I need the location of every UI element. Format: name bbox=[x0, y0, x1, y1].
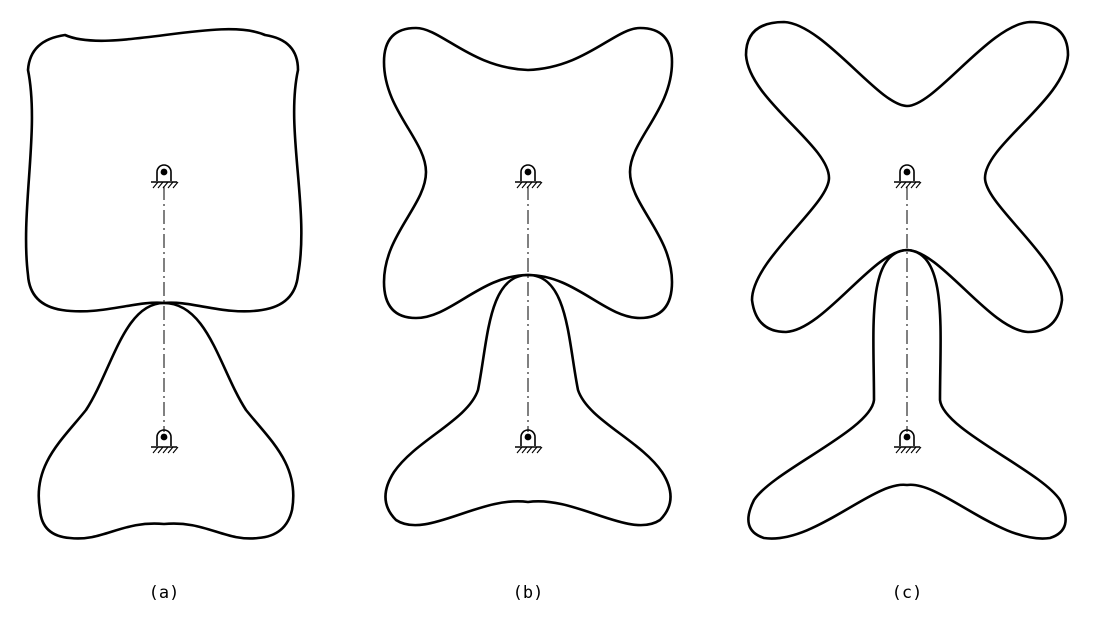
pivot-lower-a bbox=[151, 429, 179, 454]
lower-wheel-c bbox=[747, 248, 1067, 540]
panel-c: (c) bbox=[744, 20, 1070, 603]
lower-wheel-a bbox=[37, 301, 295, 540]
panel-label-a: (a) bbox=[149, 583, 180, 603]
panel-a: (a) bbox=[24, 27, 303, 603]
panel-label-c: (c) bbox=[892, 583, 923, 603]
upper-wheel-a bbox=[24, 27, 303, 313]
pivot-upper-b bbox=[515, 164, 543, 189]
panel-b: (b) bbox=[382, 26, 674, 603]
pivot-upper-a bbox=[151, 164, 179, 189]
pivot-lower-b bbox=[515, 429, 543, 454]
pivot-upper-c bbox=[894, 164, 922, 189]
panel-label-b: (b) bbox=[513, 583, 544, 603]
lower-wheel-b bbox=[384, 273, 672, 527]
pivot-lower-c bbox=[894, 429, 922, 454]
